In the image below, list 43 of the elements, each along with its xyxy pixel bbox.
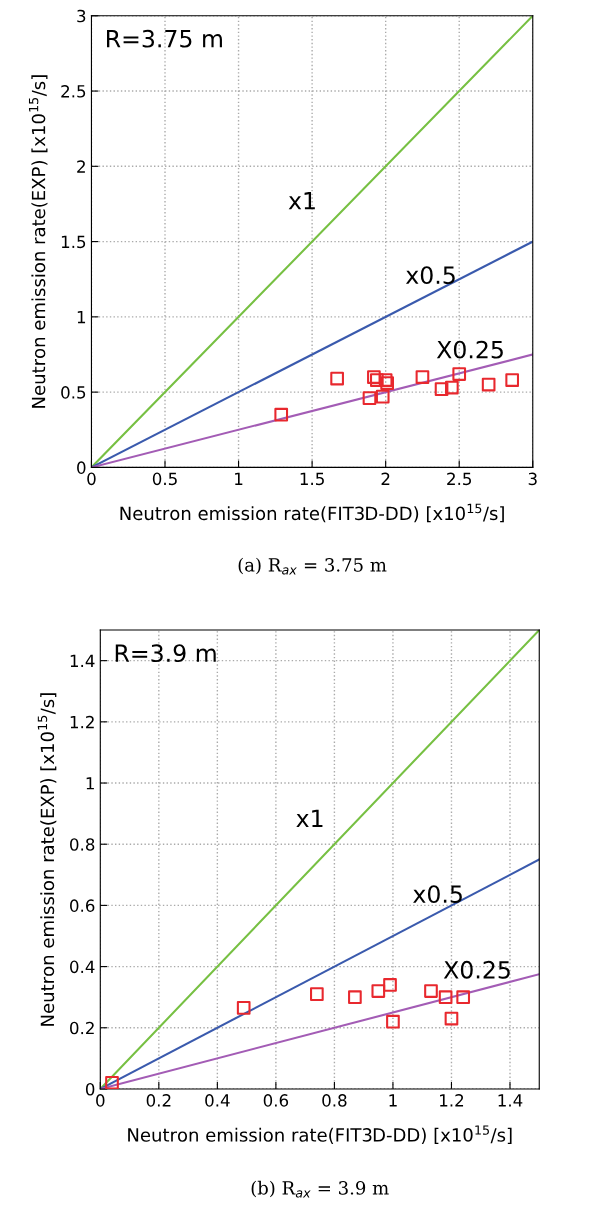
y-axis-title: Neutron emission rate(EXP) [x10$^{15}$/s]	[37, 693, 57, 1026]
y-tick-label: 0	[85, 1082, 95, 1096]
y-tick-label: 1.5	[61, 235, 86, 249]
series-label: x1	[296, 809, 323, 827]
series-label: X0.25	[443, 960, 510, 979]
series-label: x0.5	[413, 885, 462, 903]
annotation: R=3.75 m	[107, 29, 222, 48]
x-tick-label: 3	[528, 472, 537, 486]
x-tick-label: 0	[96, 1094, 105, 1107]
x-tick-label: 1.5	[300, 472, 324, 486]
series-label: x1	[288, 192, 315, 210]
x-axis-title: Neutron emission rate(FIT3D-DD) [x10$^{15}$/s]	[120, 503, 504, 523]
annotation: R=3.9 m	[115, 644, 216, 663]
y-tick-label: 0	[77, 461, 86, 474]
y-tick-label: 0.6	[70, 899, 95, 912]
x-tick-label: 1	[389, 1094, 397, 1107]
x-tick-label: 0.2	[146, 1094, 171, 1107]
x-tick-label: 0.4	[205, 1094, 230, 1107]
y-tick-label: 1	[86, 777, 94, 790]
x-tick-label: 1	[235, 472, 243, 485]
y-tick-label: 0.8	[70, 838, 95, 851]
y-tick-label: 1.2	[70, 715, 94, 729]
y-tick-label: 2	[77, 160, 85, 173]
y-tick-label: 0.5	[61, 386, 86, 399]
x-tick-label: 2	[381, 472, 390, 485]
series-label: x0.5	[405, 266, 455, 285]
text: (b) R$_{ax}$ = 3.9 m	[251, 1180, 389, 1198]
y-tick-label: 1.4	[70, 654, 95, 667]
x-tick-label: 0.5	[152, 472, 177, 486]
x-axis-title: Neutron emission rate(FIT3D-DD) [x10$^{15}$/s]	[128, 1125, 512, 1144]
x-tick-label: 1.4	[498, 1094, 523, 1107]
y-tick-label: 2.5	[61, 85, 86, 98]
y-tick-label: 0.4	[70, 960, 95, 974]
y-tick-label: 0.2	[70, 1021, 94, 1035]
x-tick-label: 1.2	[440, 1094, 464, 1107]
series-label: X0.25	[436, 340, 503, 359]
y-axis-title: Neutron emission rate(EXP) [x10$^{15}$/s]	[28, 75, 48, 408]
text: (a) R$_{ax}$ = 3.75 m	[238, 557, 387, 575]
y-tick-label: 1	[77, 311, 86, 324]
y-tick-label: 3	[77, 9, 86, 23]
x-tick-label: 0.8	[322, 1094, 347, 1107]
x-tick-label: 2.5	[447, 472, 472, 486]
x-tick-label: 0.6	[263, 1094, 289, 1107]
